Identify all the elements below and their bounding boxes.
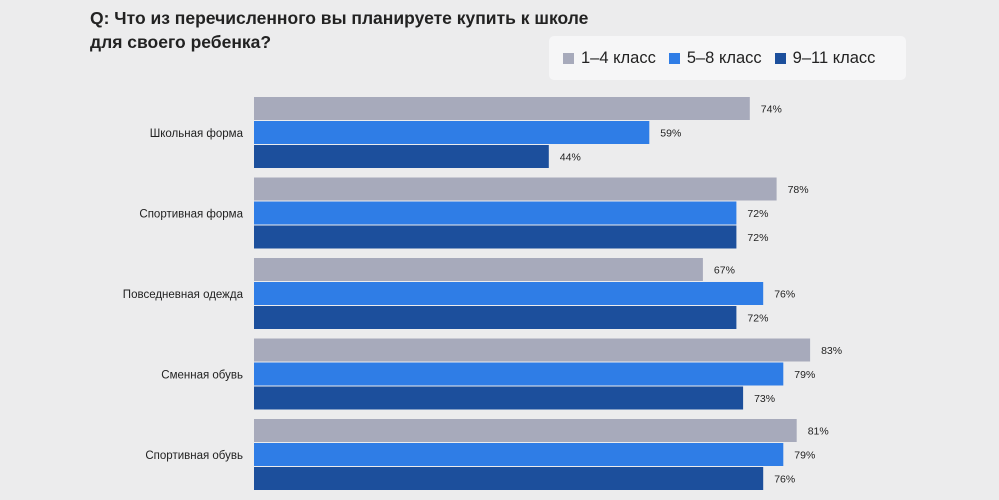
value-label-cat-2-series-2: 72% bbox=[747, 313, 768, 325]
legend-label-5-8: 5–8 класс bbox=[686, 48, 762, 67]
value-label-cat-3-series-1: 79% bbox=[794, 369, 815, 381]
bar-cat-0-series-1 bbox=[254, 121, 650, 144]
bar-cat-4-series-1 bbox=[254, 443, 784, 466]
chart-legend: 1–4 класс 5–8 класс 9–11 класс bbox=[549, 36, 906, 80]
bar-cat-3-series-0 bbox=[254, 338, 811, 362]
value-label-cat-3-series-2: 73% bbox=[754, 393, 775, 405]
bar-cat-3-series-1 bbox=[254, 362, 784, 386]
category-label-cat-1: Спортивная форма bbox=[139, 209, 243, 221]
value-label-cat-3-series-0: 83% bbox=[821, 345, 842, 357]
value-label-cat-0-series-2: 44% bbox=[560, 152, 581, 164]
legend-item-5-8: 5–8 класс bbox=[668, 48, 762, 68]
question-line-2: для своего ребенка? bbox=[90, 32, 272, 52]
bar-cat-1-series-1 bbox=[254, 201, 737, 225]
legend-swatch-5-8 bbox=[668, 52, 680, 64]
value-label-cat-2-series-1: 76% bbox=[774, 289, 795, 301]
bar-cat-2-series-0 bbox=[254, 258, 703, 281]
bar-cat-2-series-2 bbox=[254, 306, 737, 329]
value-label-cat-0-series-0: 74% bbox=[761, 104, 782, 116]
value-label-cat-4-series-2: 76% bbox=[774, 474, 795, 486]
bar-cat-0-series-0 bbox=[254, 97, 750, 120]
value-label-cat-1-series-2: 72% bbox=[747, 232, 768, 244]
category-label-cat-3: Сменная обувь bbox=[161, 370, 243, 382]
category-label-cat-2: Повседневная одежда bbox=[123, 289, 244, 301]
bar-cat-2-series-1 bbox=[254, 282, 764, 305]
legend-label-9-11: 9–11 класс bbox=[792, 48, 876, 67]
bar-cat-4-series-0 bbox=[254, 419, 797, 442]
bar-cat-4-series-2 bbox=[254, 467, 764, 490]
legend-label-1-4: 1–4 класс bbox=[581, 48, 656, 67]
bar-cat-1-series-2 bbox=[254, 225, 737, 249]
legend-item-9-11: 9–11 класс bbox=[774, 48, 876, 68]
value-label-cat-2-series-0: 67% bbox=[714, 265, 735, 277]
value-label-cat-4-series-0: 81% bbox=[808, 426, 829, 438]
category-label-cat-4: Спортивная обувь bbox=[145, 450, 243, 462]
question-title: Q: Что из перечисленного вы планируете к… bbox=[90, 6, 610, 54]
value-label-cat-1-series-0: 78% bbox=[788, 184, 809, 196]
legend-item-1-4: 1–4 класс bbox=[563, 49, 656, 68]
bar-cat-0-series-2 bbox=[254, 145, 549, 168]
value-label-cat-4-series-1: 79% bbox=[794, 450, 815, 462]
value-label-cat-1-series-1: 72% bbox=[747, 208, 768, 220]
bar-cat-1-series-0 bbox=[254, 177, 777, 201]
value-label-cat-0-series-1: 59% bbox=[660, 128, 681, 140]
legend-swatch-9-11 bbox=[774, 52, 786, 64]
legend-swatch-1-4 bbox=[563, 52, 574, 64]
bar-cat-3-series-2 bbox=[254, 386, 744, 410]
category-label-cat-0: Школьная форма bbox=[150, 128, 244, 140]
question-line-1: Q: Что из перечисленного вы планируете к… bbox=[90, 8, 589, 28]
